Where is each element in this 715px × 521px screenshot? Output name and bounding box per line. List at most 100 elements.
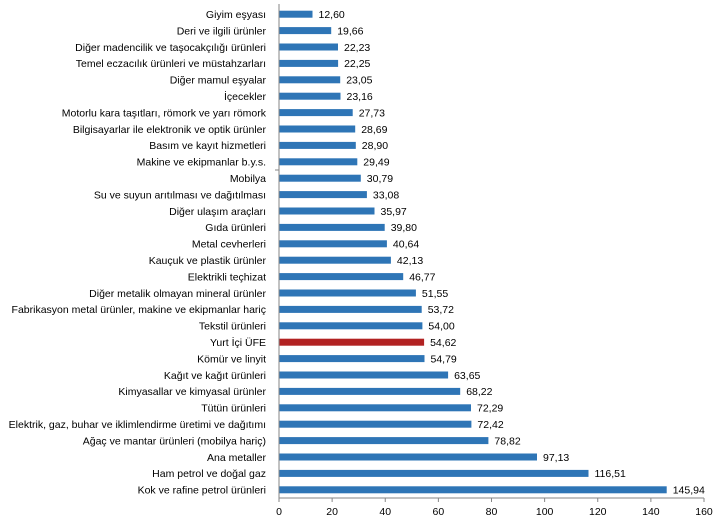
bar: [279, 191, 367, 199]
category-label: Fabrikasyon metal ürünler, makine ve eki…: [12, 304, 266, 316]
bar: [279, 338, 425, 346]
bar: [279, 141, 356, 149]
bar: [279, 469, 589, 477]
value-label: 51,55: [422, 288, 448, 300]
bar: [279, 27, 332, 35]
value-label: 78,82: [494, 435, 520, 447]
value-label: 63,65: [454, 370, 480, 382]
x-tick-label: 140: [642, 506, 660, 518]
value-label: 12,60: [319, 9, 345, 21]
value-label: 27,73: [359, 107, 385, 119]
value-label: 54,62: [430, 337, 456, 349]
category-label: Bilgisayarlar ile elektronik ve optik ür…: [73, 124, 267, 136]
category-label: Diğer ulaşım araçları: [169, 206, 266, 218]
value-label: 54,79: [431, 353, 457, 365]
x-tick-label: 20: [326, 506, 338, 518]
bar: [279, 76, 341, 84]
value-label: 53,72: [428, 304, 454, 316]
x-tick-label: 160: [695, 506, 713, 518]
value-label: 72,29: [477, 403, 503, 415]
category-label: Metal cevherleri: [192, 239, 266, 251]
category-label: Kağıt ve kağıt ürünleri: [164, 370, 266, 382]
category-label: Motorlu kara taşıtları, römork ve yarı r…: [62, 107, 267, 119]
value-label: 30,79: [367, 173, 393, 185]
category-label: Diğer metalik olmayan mineral ürünler: [89, 288, 266, 300]
value-label: 35,97: [381, 206, 407, 218]
category-label: Ham petrol ve doğal gaz: [152, 468, 266, 480]
value-label: 33,08: [373, 189, 399, 201]
value-label: 19,66: [337, 25, 363, 37]
bar: [279, 223, 385, 231]
bar: [279, 256, 391, 264]
bar: [279, 174, 361, 182]
category-label: Elektrikli teçhizat: [188, 271, 266, 283]
x-tick-label: 40: [379, 506, 391, 518]
bar: [279, 59, 339, 67]
bar: [279, 207, 375, 215]
value-label: 28,69: [361, 124, 387, 136]
bar: [279, 43, 338, 51]
category-label: Basım ve kayıt hizmetleri: [149, 140, 266, 152]
bar: [279, 355, 425, 363]
bar: [279, 322, 423, 330]
x-tick-label: 100: [536, 506, 554, 518]
category-label: Temel eczacılık ürünleri ve müstahzarlar…: [76, 58, 266, 70]
value-label: 97,13: [543, 452, 569, 464]
value-label: 22,25: [344, 58, 370, 70]
x-tick-label: 0: [276, 506, 282, 518]
bar: [279, 289, 416, 297]
value-label: 116,51: [595, 468, 626, 480]
bar: [279, 437, 489, 445]
bar: [279, 305, 422, 313]
bar: [279, 240, 387, 248]
value-label: 68,22: [466, 386, 492, 398]
bar: [279, 486, 667, 494]
x-tick-label: 60: [433, 506, 445, 518]
value-label: 23,05: [346, 75, 372, 87]
category-label: Gıda ürünleri: [205, 222, 266, 234]
category-label: Elektrik, gaz, buhar ve iklimlendirme ür…: [9, 419, 266, 431]
value-label: 29,49: [363, 157, 389, 169]
category-label: Ana metaller: [207, 452, 266, 464]
bar: [279, 387, 461, 395]
category-label: Tütün ürünleri: [201, 403, 266, 415]
value-label: 72,42: [477, 419, 503, 431]
category-label: Deri ve ilgili ürünler: [177, 25, 267, 37]
category-label: Diğer mamul eşyalar: [170, 75, 267, 87]
category-label: Ağaç ve mantar ürünleri (mobilya hariç): [83, 435, 266, 447]
bar: [279, 420, 472, 428]
x-tick-label: 80: [486, 506, 498, 518]
bars-layer: [279, 10, 667, 494]
labels-layer: Giyim eşyası 12,60 Deri ve ilgili ürünler 1…: [9, 9, 713, 518]
category-label: Mobilya: [230, 173, 266, 185]
value-label: 40,64: [393, 239, 419, 251]
category-label: Giyim eşyası: [206, 9, 266, 21]
category-label: Su ve suyun arıtılması ve dağıtılması: [94, 189, 266, 201]
bar: [279, 10, 313, 18]
category-label: Makine ve ekipmanlar b.y.s.: [137, 157, 266, 169]
bar: [279, 92, 341, 100]
category-label: İçecekler: [224, 90, 267, 103]
bar: [279, 453, 537, 461]
value-label: 145,94: [673, 485, 705, 497]
bar: [279, 371, 449, 379]
category-label: Diğer madencilik ve taşocakçılığı ürünle…: [75, 42, 266, 54]
category-label: Yurt İçi ÜFE: [210, 336, 266, 349]
category-label: Kok ve rafine petrol ürünleri: [138, 485, 266, 497]
value-label: 28,90: [362, 140, 388, 152]
bar: [279, 404, 471, 412]
x-tick-label: 120: [589, 506, 607, 518]
bar: [279, 273, 404, 281]
bar: [279, 125, 356, 133]
value-label: 22,23: [344, 42, 370, 54]
value-label: 23,16: [347, 91, 373, 103]
axis-layer: [275, 4, 705, 502]
category-label: Kömür ve linyit: [197, 353, 266, 365]
value-label: 39,80: [391, 222, 417, 234]
bar: [279, 158, 358, 166]
category-label: Kauçuk ve plastik ürünler: [149, 255, 267, 267]
category-label: Tekstil ürünleri: [199, 321, 266, 333]
value-label: 42,13: [397, 255, 423, 267]
bar: [279, 109, 353, 117]
